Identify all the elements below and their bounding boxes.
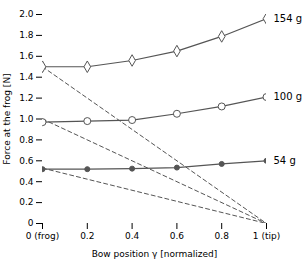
svg-text:0.4: 0.4 [125,231,140,241]
svg-text:0: 0 [28,218,34,228]
svg-text:Bow position γ [normalized]: Bow position γ [normalized] [92,249,218,259]
svg-text:0.6: 0.6 [19,156,34,166]
svg-text:2.0: 2.0 [19,9,34,19]
svg-text:0.8: 0.8 [19,135,34,145]
svg-text:1.6: 1.6 [19,51,34,61]
svg-text:1.2: 1.2 [19,93,33,103]
svg-text:1 (tip): 1 (tip) [253,231,280,241]
svg-text:0.6: 0.6 [170,231,185,241]
svg-text:1.0: 1.0 [19,114,34,124]
svg-text:0.2: 0.2 [19,197,33,207]
svg-text:154 g: 154 g [274,13,303,24]
svg-text:100 g: 100 g [274,91,303,102]
svg-text:0.4: 0.4 [19,177,34,187]
svg-text:0.8: 0.8 [215,231,230,241]
svg-text:0 (frog): 0 (frog) [26,231,60,241]
svg-text:54 g: 54 g [274,155,296,166]
svg-text:1.8: 1.8 [19,30,34,40]
svg-text:0.2: 0.2 [80,231,94,241]
svg-text:1.4: 1.4 [19,72,34,82]
svg-text:Force at the frog [N]: Force at the frog [N] [2,73,12,164]
